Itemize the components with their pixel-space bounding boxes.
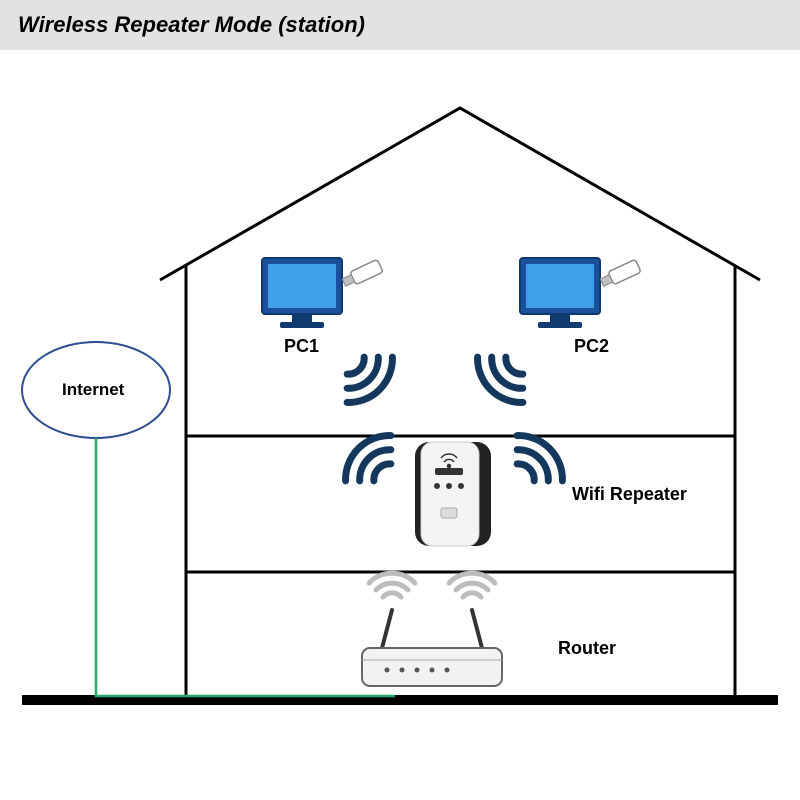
- wifi-signal-pc2-icon: [468, 343, 537, 412]
- pc2-icon: [520, 258, 600, 328]
- wifi-signal-router-right-icon: [449, 573, 495, 597]
- pc2-label: PC2: [574, 336, 609, 357]
- usb-dongle-2-icon: [599, 259, 641, 289]
- wifi-repeater-icon: [415, 442, 491, 546]
- internet-cable: [96, 438, 395, 696]
- internet-label: Internet: [62, 380, 124, 400]
- repeater-label: Wifi Repeater: [572, 484, 687, 505]
- router-icon: [362, 610, 502, 686]
- router-label: Router: [558, 638, 616, 659]
- pc1-icon: [262, 258, 342, 328]
- wifi-signal-pc1-icon: [333, 343, 402, 412]
- house-outline: [160, 108, 760, 696]
- usb-dongle-1-icon: [341, 259, 383, 289]
- diagram-canvas: [0, 0, 800, 800]
- wifi-signal-router-left-icon: [369, 573, 415, 597]
- pc1-label: PC1: [284, 336, 319, 357]
